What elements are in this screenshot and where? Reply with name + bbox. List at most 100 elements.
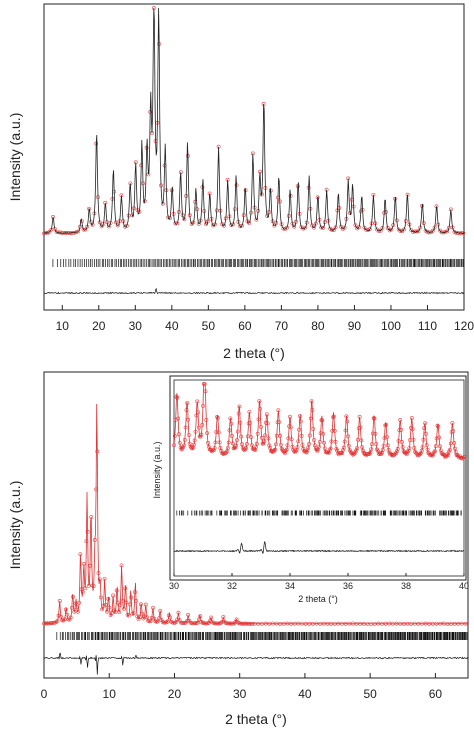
observed-point (354, 448, 359, 453)
observed-point (67, 617, 72, 622)
observed-point (402, 227, 406, 232)
observed-point (406, 448, 411, 453)
observed-point (281, 226, 286, 231)
x-tick-label: 10 (56, 319, 70, 333)
observed-point (141, 616, 146, 621)
observed-point (405, 449, 410, 454)
x-tick-label: 32 (227, 581, 237, 591)
observed-point (283, 451, 287, 456)
observed-point (190, 446, 195, 451)
observed-point (136, 617, 141, 621)
observed-point (42, 231, 46, 236)
observed-point (254, 217, 259, 222)
observed-point (272, 223, 277, 228)
observed-point (117, 610, 122, 614)
observed-point (312, 225, 316, 230)
observed-point (224, 450, 229, 455)
observed-point (220, 619, 224, 624)
top-x-axis-label: 2 theta (°) (223, 345, 285, 361)
observed-point (165, 619, 170, 624)
bottom-plot-frame (43, 371, 469, 679)
observed-point (353, 223, 358, 228)
x-tick-label: 50 (363, 687, 377, 701)
observed-point (352, 451, 357, 456)
observed-point (430, 228, 435, 233)
x-tick-label: 10 (103, 687, 117, 701)
x-tick-label: 30 (129, 319, 143, 333)
observed-point (285, 225, 289, 230)
observed-point (342, 225, 347, 230)
observed-point (195, 620, 200, 625)
observed-point (376, 229, 381, 234)
observed-point (404, 452, 409, 457)
x-tick-label: 30 (233, 687, 247, 701)
observed-point (222, 223, 226, 228)
observed-point (432, 450, 437, 454)
observed-point (181, 445, 186, 450)
x-tick-label: 100 (381, 319, 401, 333)
observed-point (231, 222, 235, 227)
observed-point (284, 447, 289, 452)
inset-plot-frame (173, 379, 465, 577)
top-plot-frame (43, 3, 465, 311)
observed-point (333, 225, 338, 230)
top-y-axis-label: Intensity (a.u.) (7, 113, 23, 202)
observed-point (202, 382, 207, 386)
x-tick-label: 40 (298, 687, 312, 701)
bragg-reflection-ticks (52, 259, 464, 267)
observed-point (367, 227, 372, 232)
x-tick-label: 30 (169, 581, 179, 591)
x-tick-label: 50 (202, 319, 216, 333)
inset-y-axis-label: Intensity (a.u.) (152, 441, 162, 498)
observed-point (55, 619, 60, 623)
observed-point (196, 221, 201, 226)
observed-point (457, 231, 462, 236)
observed-point (99, 224, 104, 229)
observed-point (115, 223, 120, 228)
inset-chart: 30 32 34 36 38 40 2 theta (°) Intensity (a.u.… (152, 375, 469, 604)
inset-plot-content (172, 382, 466, 554)
x-tick-label: 80 (311, 319, 325, 333)
observed-point (272, 448, 277, 453)
x-tick-label: 110 (418, 319, 437, 333)
inset-background (169, 375, 467, 581)
observed-point (76, 229, 81, 234)
observed-point (380, 226, 385, 230)
x-tick-label: 70 (275, 319, 289, 333)
observed-point (124, 223, 129, 228)
top-x-axis-ticks: 10 20 30 40 50 60 70 80 90 100 110 120 (56, 305, 474, 333)
x-tick-label: 0 (41, 687, 48, 701)
observed-point (240, 223, 244, 228)
observed-point (317, 444, 321, 449)
observed-point (418, 452, 422, 456)
observed-point (389, 227, 394, 232)
observed-point (419, 451, 423, 456)
inset-x-axis-label: 2 theta (°) (298, 594, 338, 604)
inset-x-axis-ticks: 30 32 34 36 38 40 (169, 573, 469, 591)
x-tick-label: 60 (429, 687, 443, 701)
x-tick-label: 40 (459, 581, 469, 591)
difference-curve (43, 652, 469, 675)
x-tick-label: 20 (92, 319, 106, 333)
observed-point (90, 222, 95, 227)
bottom-plot-content (42, 403, 469, 675)
calculated-profile-line (173, 383, 465, 460)
observed-point (244, 446, 248, 451)
x-tick-label: 38 (401, 581, 411, 591)
calculated-profile-line (43, 7, 465, 235)
x-tick-label: 40 (165, 319, 179, 333)
observed-point (364, 227, 369, 232)
bottom-y-axis-label: Intensity (a.u.) (7, 481, 23, 570)
observed-point (394, 451, 398, 456)
x-tick-label: 90 (348, 319, 362, 333)
x-tick-label: 120 (454, 319, 474, 333)
observed-point (385, 226, 390, 230)
top-plot-content (42, 6, 466, 295)
observed-point (54, 620, 59, 625)
observed-point (292, 224, 297, 229)
difference-curve (43, 287, 465, 295)
observed-point (211, 448, 216, 453)
x-tick-label: 34 (285, 581, 295, 591)
bottom-panel: 0 10 20 30 40 50 60 2 theta (°) Intensity (a.u… (7, 371, 469, 727)
